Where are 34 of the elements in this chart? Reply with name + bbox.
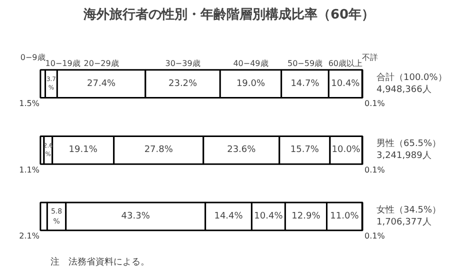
data-label: 10.4% xyxy=(254,211,284,222)
data-label: 27.4% xyxy=(87,78,116,89)
data-label: 43.3% xyxy=(121,211,150,222)
data-label: 11.0% xyxy=(330,211,360,222)
y-tick-label: 合計（100.0%） 4,948,366人 xyxy=(376,72,447,95)
data-label: 10.0% xyxy=(332,145,361,156)
data-label: 10.4% xyxy=(331,78,360,89)
series-label: 10−19歳 xyxy=(45,58,80,68)
data-label: 23.2% xyxy=(168,78,198,89)
chart-title: 海外旅行者の性別・年齢階層別構成比率（60年） xyxy=(82,6,375,22)
series-label: 不詳 xyxy=(362,52,378,62)
data-label: 27.8% xyxy=(144,145,174,156)
data-label: 19.0% xyxy=(236,78,266,89)
series-label: 40−49歳 xyxy=(233,58,268,68)
data-label: 0.1% xyxy=(364,99,386,108)
data-label: 14.7% xyxy=(290,78,320,89)
y-tick-label: 女性（34.5%） 1,706,377人 xyxy=(376,204,442,228)
data-label: 15.7% xyxy=(290,145,320,156)
series-label: 30−39歳 xyxy=(165,58,200,68)
text: 注 法務省資料による。 xyxy=(50,256,150,268)
series-label: 50−59歳 xyxy=(287,58,323,68)
series-label: 20−29歳 xyxy=(84,58,119,68)
data-label: 12.9% xyxy=(292,211,321,222)
data-label: 1.1% xyxy=(19,165,40,174)
data-label: 19.1% xyxy=(68,145,98,156)
series-label: 60歳以上 xyxy=(328,58,363,68)
data-label: 23.6% xyxy=(227,145,256,156)
y-tick-label: 男性（65.5%） 3,241,989人 xyxy=(376,138,442,162)
data-label: 2.1% xyxy=(19,232,40,241)
series-label: 0−9歳 xyxy=(20,52,46,62)
data-label: 14.4% xyxy=(214,211,244,222)
data-label: 0.1% xyxy=(364,165,386,174)
data-label: 0.1% xyxy=(364,232,386,241)
data-label: 1.5% xyxy=(19,99,40,108)
